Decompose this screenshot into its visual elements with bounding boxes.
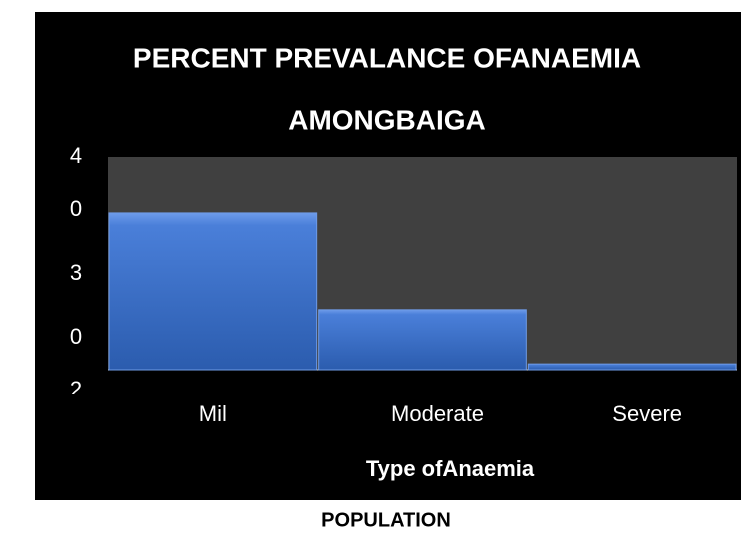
x-tick-label: Mil [199, 401, 227, 426]
caption: POPULATION [321, 509, 451, 531]
chart-title: PERCENT PREVALANCE OFANAEMIA [133, 42, 641, 73]
y-tick-label: 0 [70, 324, 82, 349]
y-tick-label: 0 [70, 196, 82, 221]
y-axis: 4 0 3 0 2 [70, 143, 82, 402]
chart-title: AMONGBAIGA [288, 104, 486, 135]
bar [108, 212, 318, 371]
x-tick-label: Severe [612, 401, 682, 426]
y-tick-label: 2 [70, 377, 82, 402]
x-tick-label: Moderate [391, 401, 484, 426]
bars: Mil Moderate Severe [108, 212, 737, 426]
bar [318, 309, 527, 371]
y-tick-label: 4 [70, 143, 82, 168]
x-axis-label: Type ofAnaemia [366, 456, 535, 481]
bar [527, 363, 737, 371]
y-tick-label: 3 [70, 260, 82, 285]
